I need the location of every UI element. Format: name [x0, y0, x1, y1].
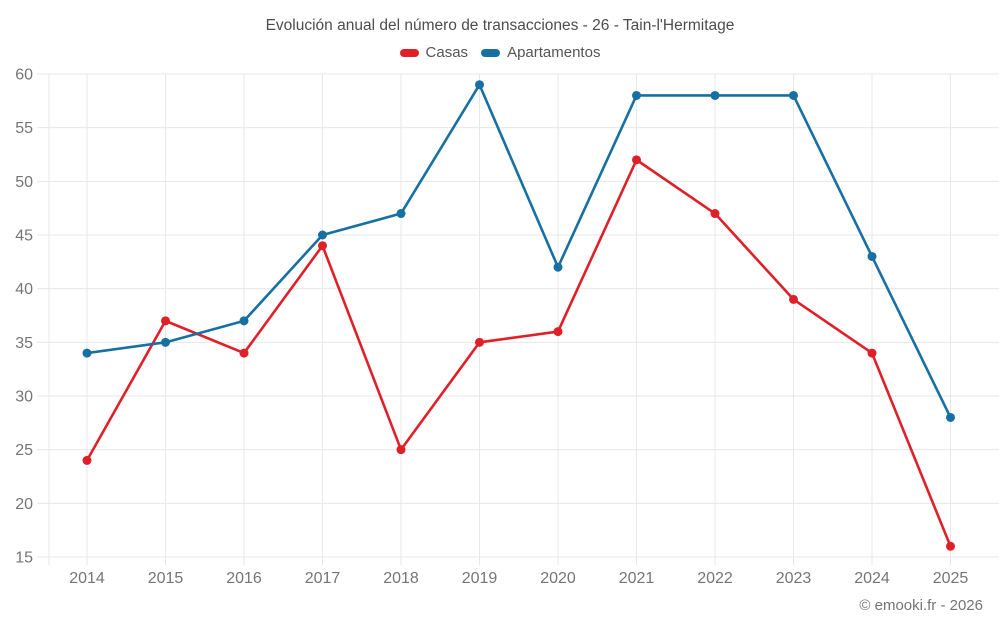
svg-text:2014: 2014: [69, 570, 105, 587]
series-casas-point: [946, 541, 955, 551]
svg-text:2025: 2025: [933, 570, 969, 587]
series-casas-point: [82, 455, 92, 465]
svg-text:20: 20: [15, 496, 33, 513]
gridlines: [37, 73, 999, 565]
svg-text:2024: 2024: [854, 570, 890, 587]
svg-text:50: 50: [15, 174, 33, 191]
series-casas-point: [239, 348, 249, 358]
svg-text:2016: 2016: [226, 570, 262, 587]
copyright: © emooki.fr - 2026: [859, 597, 983, 614]
series-casas-point: [318, 241, 327, 251]
svg-text:2020: 2020: [540, 570, 576, 587]
series-apartamentos-point: [239, 316, 249, 326]
svg-text:2017: 2017: [305, 570, 341, 587]
svg-text:2018: 2018: [383, 570, 419, 587]
svg-text:2022: 2022: [697, 570, 733, 587]
series-apartamentos-point: [867, 251, 877, 261]
series-casas-line: [85, 158, 952, 548]
series-casas-point: [789, 294, 798, 304]
series-apartamentos: [82, 80, 955, 422]
series-apartamentos-point: [946, 412, 955, 422]
series-apartamentos-point: [553, 262, 563, 272]
legend-label-casas: Casas: [425, 44, 469, 61]
series-apartamentos-point: [318, 230, 327, 240]
svg-text:2015: 2015: [148, 570, 184, 587]
series-apartamentos-point: [396, 209, 406, 219]
series-apartamentos-point: [82, 348, 92, 358]
svg-text:40: 40: [15, 281, 33, 298]
svg-text:60: 60: [15, 67, 33, 84]
x-axis-labels: 2014 2015 2016 2017 2018 2019 2020 2021 2022 2023…: [69, 570, 968, 587]
legend-label-apartamentos: Apartamentos: [507, 44, 601, 61]
series-casas: [82, 155, 955, 551]
series-casas-point: [475, 337, 484, 347]
series-apartamentos-point: [161, 337, 170, 347]
svg-text:2023: 2023: [776, 570, 812, 587]
series-apartamentos-point: [710, 90, 720, 100]
series-casas-point: [867, 348, 877, 358]
series-casas-point: [553, 327, 563, 337]
series-casas-point: [632, 155, 641, 165]
svg-text:2019: 2019: [462, 570, 498, 587]
y-axis-labels: 15 20 25 30 35 40 45 50 55 60: [15, 67, 33, 567]
series-casas-point: [710, 209, 720, 219]
series-casas-point: [161, 316, 170, 326]
series-apartamentos-point: [475, 80, 484, 90]
svg-text:45: 45: [15, 228, 33, 245]
series-casas-point: [396, 445, 406, 455]
series-apartamentos-point: [632, 90, 641, 100]
svg-text:2021: 2021: [619, 570, 655, 587]
apartamentos-series-swatch-icon: [481, 48, 501, 57]
svg-text:35: 35: [15, 335, 33, 352]
legend-item-casas[interactable]: Casas: [399, 44, 469, 61]
svg-text:15: 15: [15, 550, 33, 567]
legend-item-apartamentos[interactable]: Apartamentos: [481, 44, 600, 61]
svg-text:55: 55: [15, 120, 33, 137]
svg-text:30: 30: [15, 389, 33, 406]
series-apartamentos-point: [789, 90, 798, 100]
series-apartamentos-line: [85, 83, 952, 419]
chart-title: Evolución anual del número de transaccio…: [265, 17, 735, 34]
casas-series-swatch-icon: [399, 48, 419, 57]
svg-text:25: 25: [15, 442, 33, 459]
chart-legend: Casas Apartamentos: [0, 44, 1000, 61]
